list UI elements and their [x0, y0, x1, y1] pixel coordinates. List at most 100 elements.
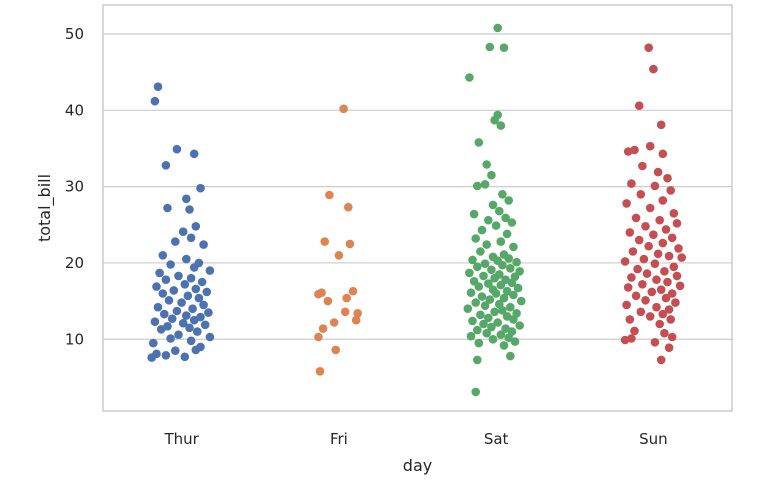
- point-thur: [182, 311, 191, 320]
- point-thur: [185, 205, 194, 214]
- point-sat: [490, 273, 499, 283]
- point-sat: [485, 295, 495, 304]
- plot-area-frame: [102, 4, 733, 412]
- point-sun: [647, 287, 657, 297]
- point-sat: [506, 302, 515, 312]
- point-sat: [466, 288, 476, 298]
- point-thur: [196, 183, 205, 193]
- point-thur: [164, 296, 174, 305]
- point-sat: [473, 355, 482, 365]
- point-sat: [473, 262, 482, 272]
- point-sun: [625, 315, 635, 324]
- point-sat: [480, 301, 490, 311]
- point-sun: [666, 315, 675, 324]
- point-sat: [482, 328, 492, 338]
- point-sat: [466, 331, 476, 341]
- point-sat: [509, 315, 518, 324]
- point-sun: [658, 149, 668, 159]
- point-thur: [188, 304, 197, 314]
- point-thur: [147, 353, 156, 362]
- point-sun: [623, 283, 633, 292]
- point-sat: [482, 240, 492, 249]
- point-thur: [202, 287, 212, 297]
- point-sun: [641, 296, 650, 305]
- point-sun: [625, 228, 635, 237]
- point-fri: [318, 324, 328, 333]
- point-thur: [191, 284, 201, 294]
- point-sun: [667, 289, 677, 298]
- point-thur: [185, 323, 194, 333]
- y-tick-label: 30: [65, 178, 84, 196]
- point-thur: [193, 327, 202, 336]
- point-sun: [633, 264, 642, 274]
- point-sun: [631, 291, 641, 301]
- point-sat: [498, 306, 507, 315]
- y-tick-label: 40: [65, 101, 84, 119]
- point-thur: [174, 330, 183, 340]
- point-thur: [153, 302, 163, 312]
- point-sat: [480, 259, 490, 269]
- point-sun: [669, 262, 679, 272]
- point-fri: [314, 289, 323, 299]
- point-sat: [484, 215, 493, 225]
- point-sat: [506, 264, 515, 273]
- point-sun: [655, 215, 664, 225]
- point-thur: [197, 277, 207, 287]
- point-thur: [158, 289, 168, 298]
- point-sat: [496, 237, 506, 246]
- point-fri: [325, 190, 334, 200]
- point-thur: [180, 352, 190, 362]
- point-sun: [622, 199, 631, 208]
- point-sat: [469, 209, 479, 219]
- point-sat: [501, 213, 510, 223]
- point-fri: [345, 239, 355, 249]
- point-sun: [631, 213, 641, 223]
- point-sun: [675, 281, 685, 291]
- point-sat: [473, 325, 482, 335]
- point-thur: [205, 266, 215, 275]
- point-sun: [664, 251, 674, 261]
- point-sun: [634, 101, 644, 110]
- point-thur: [158, 251, 168, 260]
- point-sat: [496, 121, 506, 130]
- point-sat: [510, 337, 520, 346]
- point-thur: [182, 194, 191, 204]
- point-sun: [652, 302, 661, 312]
- point-sun: [627, 179, 636, 188]
- point-thur: [171, 237, 180, 246]
- point-sun: [649, 64, 658, 74]
- point-sat: [490, 115, 499, 125]
- point-thur: [166, 260, 175, 269]
- point-sun: [638, 280, 647, 289]
- data-points: [147, 23, 686, 397]
- point-sat: [493, 318, 503, 327]
- point-fri: [334, 251, 344, 260]
- point-sun: [672, 219, 682, 228]
- point-sun: [656, 120, 666, 130]
- point-sun: [622, 300, 631, 310]
- point-thur: [204, 308, 213, 317]
- point-thur: [150, 317, 160, 327]
- point-thur: [200, 320, 210, 330]
- point-thur: [180, 280, 190, 289]
- point-sun: [666, 186, 675, 195]
- point-sat: [499, 43, 509, 52]
- point-sat: [468, 255, 477, 265]
- point-sun: [642, 269, 652, 278]
- point-sun: [649, 230, 658, 239]
- point-sat: [477, 225, 487, 235]
- point-sat: [491, 221, 501, 230]
- point-sun: [672, 271, 682, 281]
- y-axis-label: total_bill: [35, 174, 55, 242]
- point-sun: [638, 161, 647, 171]
- x-tick-labels: Thur Fri Sat Sun: [163, 430, 667, 448]
- y-tick-label: 20: [65, 254, 84, 272]
- point-thur: [183, 291, 193, 301]
- point-sat: [474, 138, 484, 147]
- point-sun: [623, 147, 633, 156]
- point-sat: [487, 322, 496, 332]
- point-sun: [671, 298, 680, 307]
- point-sat: [471, 298, 481, 307]
- point-fri: [331, 345, 341, 355]
- point-fri: [351, 315, 361, 325]
